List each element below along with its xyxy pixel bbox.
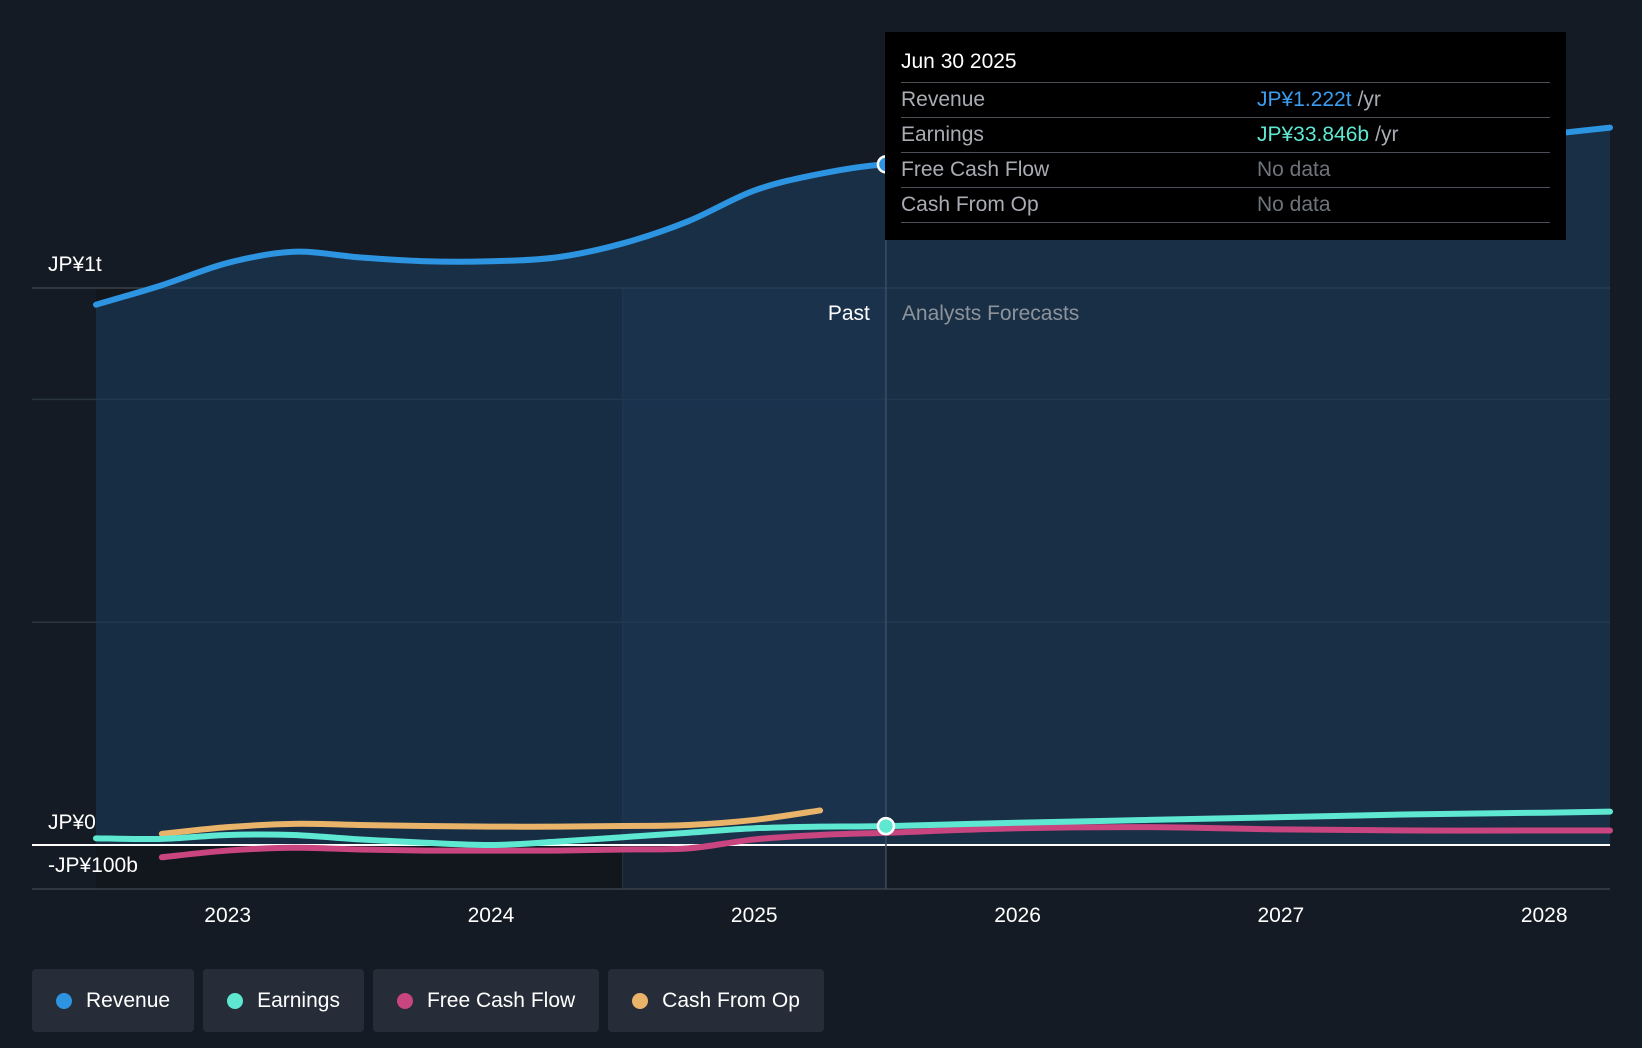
legend-item-earnings[interactable]: Earnings (203, 969, 364, 1032)
tooltip-value: JP¥33.846b (1257, 123, 1370, 146)
tooltip-row-earnings: Earnings JP¥33.846b /yr (901, 118, 1550, 153)
legend-item-revenue[interactable]: Revenue (32, 969, 195, 1032)
legend-label: Earnings (257, 988, 340, 1012)
legend: Revenue Earnings Free Cash Flow Cash Fro… (32, 969, 824, 1032)
revenue-area (96, 127, 1610, 846)
tooltip-label: Cash From Op (901, 193, 1039, 216)
tooltip-value: JP¥1.222t (1257, 88, 1352, 111)
legend-dot-icon (396, 992, 413, 1009)
legend-label: Cash From Op (662, 988, 800, 1012)
legend-dot-icon (632, 992, 649, 1009)
series-line-earnings (93, 808, 1613, 849)
x-tick-label: 2023 (204, 904, 251, 927)
legend-label: Free Cash Flow (426, 988, 576, 1012)
x-tick-label: 2028 (1521, 904, 1568, 927)
legend-label: Revenue (86, 988, 171, 1012)
y-axis-label: JP¥1t (48, 253, 102, 276)
tooltip-row-fcf: Free Cash Flow No data (901, 153, 1550, 188)
tooltip-value: No data (1257, 158, 1331, 181)
x-tick-label: 2024 (468, 904, 515, 927)
earnings-marker (876, 816, 896, 836)
tooltip-row-revenue: Revenue JP¥1.222t /yr (901, 83, 1550, 118)
tooltip-row-cfo: Cash From Op No data (901, 188, 1550, 223)
legend-dot-icon (227, 992, 244, 1009)
x-tick-label: 2026 (994, 904, 1041, 927)
y-axis-label: -JP¥100b (48, 854, 138, 877)
legend-dot-icon (56, 992, 72, 1009)
x-tick-label: 2025 (731, 904, 778, 927)
tooltip-date: Jun 30 2025 (901, 46, 1550, 83)
tooltip: Jun 30 2025 Revenue JP¥1.222t /yr Earnin… (885, 32, 1566, 240)
y-axis-label: JP¥0 (48, 811, 96, 834)
tooltip-label: Free Cash Flow (901, 158, 1050, 181)
series-line-free-cash-flow (158, 824, 1613, 861)
tooltip-unit: /yr (1375, 123, 1399, 146)
tooltip-value: No data (1257, 193, 1331, 216)
financial-chart: Past Analysts Forecasts JP¥1t JP¥0 -JP¥100b 2… (32, 124, 1613, 927)
legend-item-cash-from-op[interactable]: Cash From Op (608, 969, 824, 1032)
series-line-cash-from-op (158, 807, 824, 837)
tooltip-label: Revenue (901, 88, 986, 111)
x-tick-label: 2027 (1258, 904, 1305, 927)
past-label: Past (828, 302, 870, 325)
legend-item-free-cash-flow[interactable]: Free Cash Flow (372, 969, 600, 1032)
forecast-label: Analysts Forecasts (902, 302, 1079, 325)
tooltip-label: Earnings (901, 123, 984, 146)
tooltip-unit: /yr (1357, 88, 1381, 111)
